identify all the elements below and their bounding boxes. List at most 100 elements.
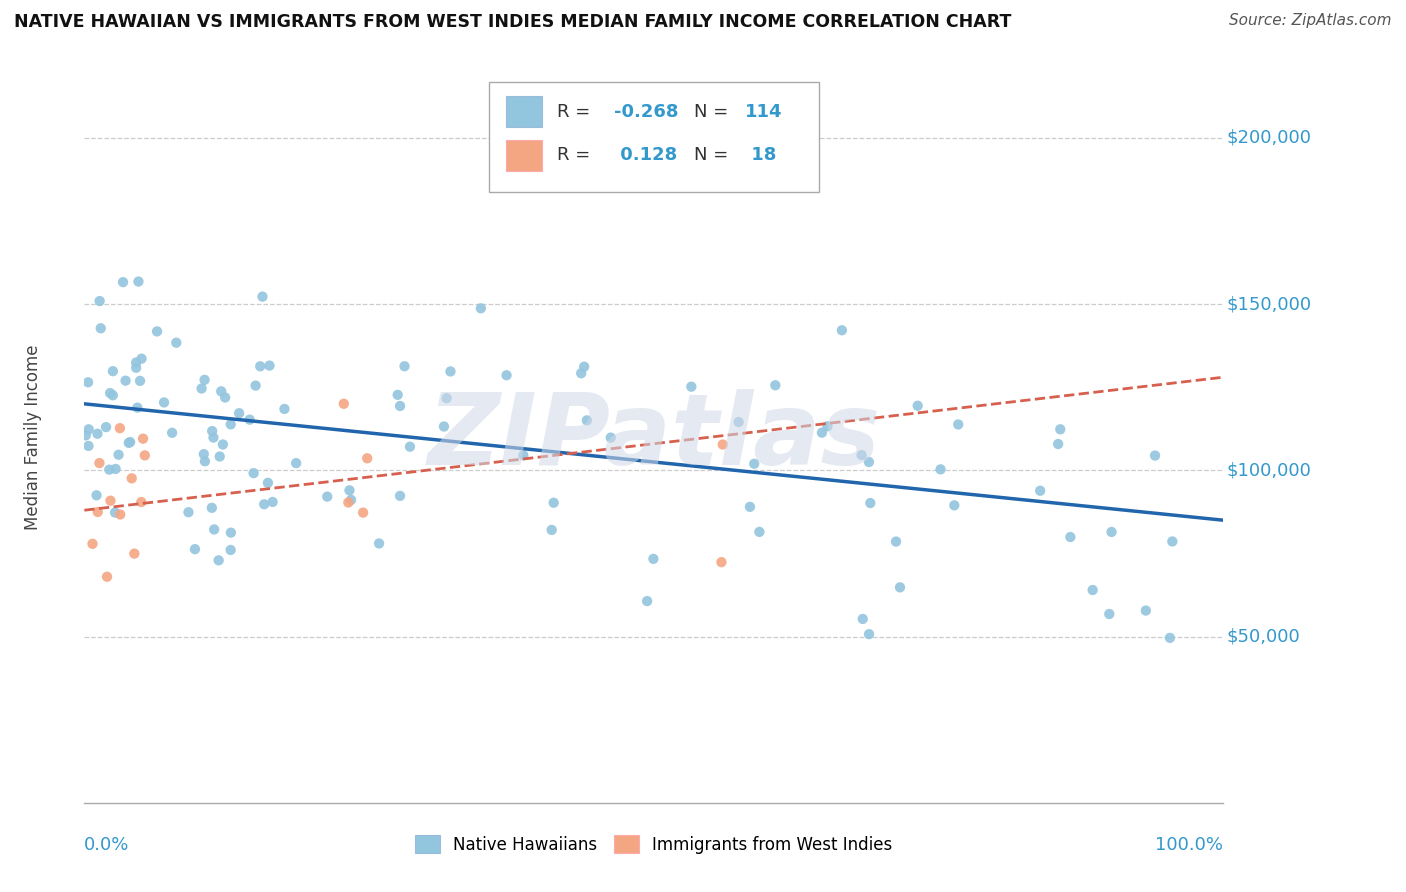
FancyBboxPatch shape xyxy=(506,96,543,127)
Point xyxy=(75,428,97,442)
Point xyxy=(1029,483,1052,498)
Point xyxy=(98,462,121,476)
Point xyxy=(368,536,391,550)
Text: $100,000: $100,000 xyxy=(1226,461,1312,479)
Point xyxy=(118,436,141,450)
Point xyxy=(943,498,966,512)
Legend: Native Hawaiians, Immigrants from West Indies: Native Hawaiians, Immigrants from West I… xyxy=(408,829,900,860)
Point xyxy=(575,413,598,427)
Point xyxy=(127,275,149,289)
Point xyxy=(209,384,232,399)
Text: Source: ZipAtlas.com: Source: ZipAtlas.com xyxy=(1229,13,1392,29)
Point xyxy=(389,399,412,413)
Point xyxy=(259,359,281,373)
Point xyxy=(87,505,110,519)
Point xyxy=(125,360,148,375)
Point xyxy=(636,594,658,608)
Point xyxy=(101,388,124,402)
Point xyxy=(394,359,416,374)
Point xyxy=(710,555,733,569)
Point xyxy=(352,506,374,520)
Point xyxy=(201,500,224,515)
Point xyxy=(77,376,100,390)
Point xyxy=(817,419,839,434)
Point xyxy=(742,457,765,471)
Point xyxy=(165,335,187,350)
Point xyxy=(851,448,873,462)
Point xyxy=(859,496,882,510)
Point xyxy=(495,368,517,383)
Text: $150,000: $150,000 xyxy=(1226,295,1312,313)
Point xyxy=(681,379,703,393)
Text: 0.128: 0.128 xyxy=(614,146,678,164)
Point xyxy=(177,505,200,519)
Point xyxy=(599,431,621,445)
Point xyxy=(433,419,456,434)
Point xyxy=(131,351,153,366)
Point xyxy=(194,454,217,468)
Point xyxy=(184,542,207,557)
Point xyxy=(190,382,212,396)
Point xyxy=(439,364,461,378)
Point xyxy=(884,534,907,549)
Point xyxy=(89,293,111,308)
Point xyxy=(219,543,242,558)
Point xyxy=(285,456,308,470)
Point xyxy=(356,451,378,466)
Text: Median Family Income: Median Family Income xyxy=(24,344,42,530)
Point xyxy=(129,495,152,509)
Point xyxy=(929,462,952,476)
Point xyxy=(108,421,131,435)
FancyBboxPatch shape xyxy=(506,140,543,171)
Point xyxy=(337,495,360,509)
Point xyxy=(1159,631,1181,645)
Point xyxy=(219,417,242,432)
Point xyxy=(858,455,880,469)
FancyBboxPatch shape xyxy=(489,82,818,192)
Point xyxy=(125,355,148,369)
Text: NATIVE HAWAIIAN VS IMMIGRANTS FROM WEST INDIES MEDIAN FAMILY INCOME CORRELATION : NATIVE HAWAIIAN VS IMMIGRANTS FROM WEST … xyxy=(14,13,1011,31)
Text: 114: 114 xyxy=(745,103,782,120)
Text: N =: N = xyxy=(693,103,734,120)
Text: -0.268: -0.268 xyxy=(614,103,679,120)
Point xyxy=(124,547,146,561)
Point xyxy=(114,374,136,388)
Point xyxy=(340,492,363,507)
Point xyxy=(540,523,562,537)
Point xyxy=(214,391,236,405)
Point xyxy=(387,388,409,402)
Point xyxy=(202,431,225,445)
Point xyxy=(858,627,880,641)
Point xyxy=(727,415,749,429)
Point xyxy=(252,290,274,304)
Point xyxy=(643,552,665,566)
Point xyxy=(82,537,104,551)
Point xyxy=(1144,449,1167,463)
Point xyxy=(77,422,100,436)
Text: $200,000: $200,000 xyxy=(1226,128,1312,147)
Text: 18: 18 xyxy=(745,146,776,164)
Point xyxy=(889,580,911,594)
Point xyxy=(94,420,117,434)
Point xyxy=(262,495,284,509)
Point xyxy=(711,437,734,451)
Point xyxy=(104,506,127,520)
Point xyxy=(1049,422,1071,436)
Point xyxy=(399,440,422,454)
Point xyxy=(153,395,176,409)
Point xyxy=(101,364,124,378)
Text: $50,000: $50,000 xyxy=(1226,628,1301,646)
Point xyxy=(127,401,149,415)
Point xyxy=(907,399,929,413)
Point xyxy=(242,466,264,480)
Point xyxy=(110,508,132,522)
Point xyxy=(748,524,770,539)
Point xyxy=(146,325,169,339)
Point xyxy=(249,359,271,374)
Point xyxy=(121,471,143,485)
Text: R =: R = xyxy=(557,103,596,120)
Point xyxy=(160,425,183,440)
Point xyxy=(208,450,231,464)
Point xyxy=(239,412,262,426)
Point xyxy=(738,500,761,514)
